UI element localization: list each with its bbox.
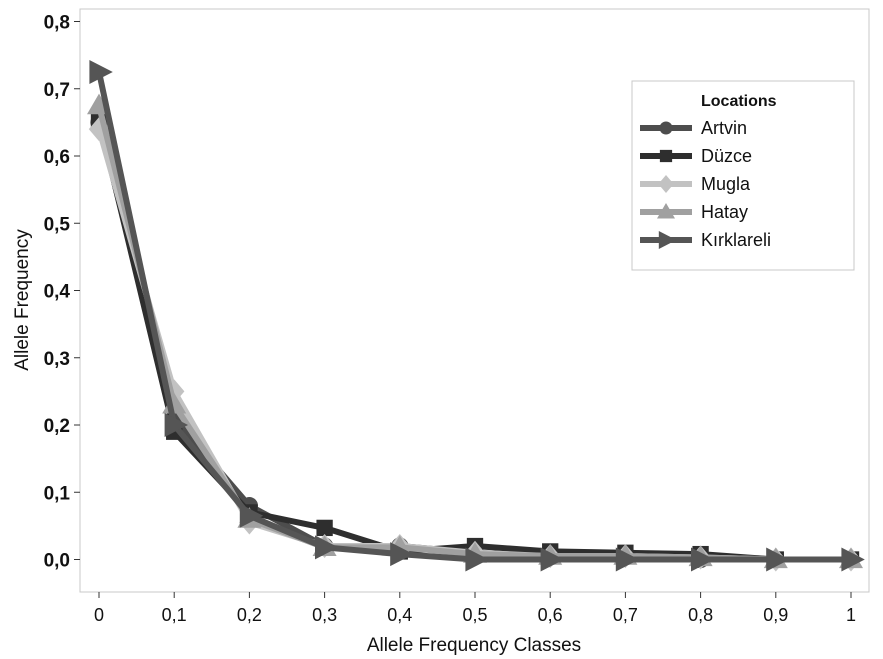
y-tick-label: 0,6: [44, 147, 70, 168]
data-point: [691, 547, 715, 572]
x-tick-label: 0,5: [462, 605, 487, 625]
legend-title: Locations: [701, 93, 777, 110]
x-tick-label: 0,7: [613, 605, 638, 625]
data-point: [540, 547, 564, 572]
x-tick-label: 0,1: [162, 605, 187, 625]
data-point: [615, 547, 640, 572]
x-tick-label: 0,2: [237, 605, 262, 625]
data-point: [239, 503, 264, 528]
legend-item: Hatay: [640, 202, 748, 222]
legend-label: Artvin: [701, 118, 747, 138]
y-tick-label: 0,4: [44, 282, 71, 303]
x-axis: 0 0,1 0,2 0,3 0,4 0,5 0,6 0,7 0,8 0,9 1: [94, 592, 856, 625]
legend-swatch-marker: [658, 231, 677, 249]
legend-swatch-marker: [657, 203, 675, 219]
x-tick-label: 0,3: [312, 605, 337, 625]
y-tick-label: 0,0: [44, 551, 70, 572]
x-tick-label: 0,9: [763, 605, 788, 625]
y-axis: 0,0 0,1 0,2 0,3 0,4 0,5 0,6 0,7 0,8: [44, 13, 80, 572]
data-point: [390, 542, 414, 567]
x-axis-label: Allele Frequency Classes: [367, 635, 581, 656]
legend: Locations Artvin Düzce Mugla Hatay Kırklarel…: [631, 80, 855, 271]
y-axis-label: Allele Frequency: [12, 229, 33, 371]
y-tick-label: 0,7: [44, 80, 70, 101]
legend-label: Kırklareli: [701, 230, 771, 250]
x-tick-label: 1: [846, 605, 856, 625]
data-point: [316, 519, 333, 537]
legend-item: Düzce: [640, 146, 752, 166]
legend-item: Mugla: [640, 174, 751, 194]
data-point: [766, 547, 790, 572]
x-tick-label: 0,4: [387, 605, 412, 625]
legend-item: Kırklareli: [640, 230, 771, 250]
data-point: [465, 547, 489, 572]
legend-swatch-marker: [659, 121, 673, 135]
legend-item: Artvin: [640, 118, 747, 138]
data-point: [841, 547, 865, 572]
y-tick-label: 0,2: [44, 416, 70, 437]
y-tick-label: 0,1: [44, 483, 71, 504]
legend-swatch-marker: [659, 149, 673, 163]
legend-label: Hatay: [701, 202, 748, 222]
series-k-rklareli: [89, 59, 865, 572]
data-point: [164, 413, 188, 437]
legend-items: Artvin Düzce Mugla Hatay Kırklareli: [640, 118, 771, 250]
data-point: [315, 535, 339, 560]
y-tick-label: 0,5: [44, 214, 71, 235]
y-tick-label: 0,8: [44, 13, 70, 34]
x-tick-label: 0,8: [688, 605, 713, 625]
legend-swatch-marker: [658, 175, 674, 193]
x-tick-label: 0: [94, 605, 104, 625]
x-tick-label: 0,6: [538, 605, 563, 625]
y-tick-label: 0,3: [44, 349, 70, 370]
data-point: [89, 59, 113, 84]
legend-label: Düzce: [701, 146, 752, 166]
legend-label: Mugla: [701, 174, 751, 194]
series-layer: [87, 59, 865, 572]
